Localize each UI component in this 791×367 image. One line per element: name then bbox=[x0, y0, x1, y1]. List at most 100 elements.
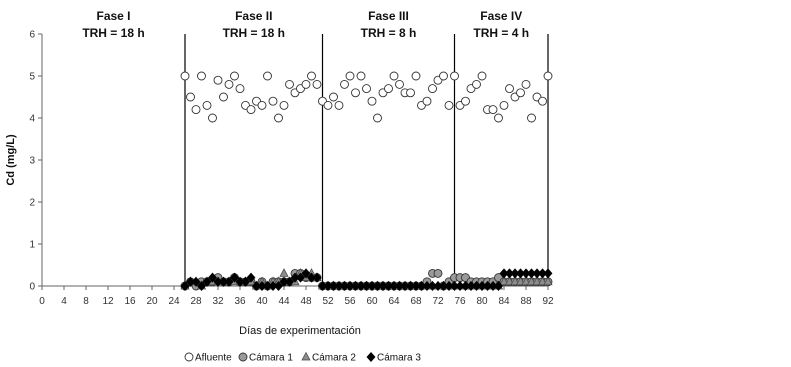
data-point bbox=[362, 84, 371, 94]
data-point bbox=[191, 105, 201, 115]
legend-label: Cámara 3 bbox=[377, 353, 421, 364]
legend-marker bbox=[366, 351, 376, 363]
data-point bbox=[373, 113, 382, 123]
data-point bbox=[345, 71, 355, 81]
x-tick-label: 56 bbox=[344, 296, 356, 307]
data-point bbox=[224, 276, 234, 287]
x-tick-label: 72 bbox=[432, 296, 444, 307]
legend-marker bbox=[301, 351, 311, 361]
data-point bbox=[285, 276, 294, 287]
data-point bbox=[543, 71, 553, 81]
data-point bbox=[301, 268, 311, 279]
data-point bbox=[268, 96, 278, 106]
series-4 bbox=[180, 268, 553, 292]
data-point bbox=[504, 276, 515, 286]
data-point bbox=[510, 276, 520, 286]
x-tick-label: 88 bbox=[520, 296, 532, 307]
data-point bbox=[191, 276, 201, 287]
data-point bbox=[230, 272, 239, 283]
y-tick-label: 5 bbox=[29, 72, 35, 83]
y-tick-label: 4 bbox=[29, 114, 35, 125]
data-point bbox=[312, 79, 322, 89]
x-tick-label: 92 bbox=[542, 296, 554, 307]
y-tick-label: 1 bbox=[29, 240, 35, 251]
data-point bbox=[307, 71, 316, 81]
data-point bbox=[488, 105, 498, 115]
x-tick-label: 64 bbox=[388, 296, 400, 307]
data-point bbox=[406, 88, 415, 98]
data-point bbox=[450, 71, 459, 81]
data-point bbox=[532, 276, 542, 286]
data-point bbox=[334, 100, 344, 110]
y-tick-label: 0 bbox=[29, 282, 35, 293]
data-point bbox=[444, 100, 454, 110]
data-point bbox=[505, 84, 514, 94]
data-point bbox=[538, 96, 547, 106]
x-tick-label: 68 bbox=[410, 296, 422, 307]
x-tick-label: 60 bbox=[366, 296, 378, 307]
x-tick-label: 12 bbox=[102, 296, 114, 307]
data-point bbox=[515, 276, 526, 286]
data-point bbox=[499, 276, 509, 286]
y-tick-label: 6 bbox=[29, 30, 35, 41]
legend-label: Cámara 2 bbox=[312, 353, 356, 364]
data-point bbox=[213, 75, 223, 85]
series-1 bbox=[180, 71, 553, 123]
data-point bbox=[197, 71, 206, 81]
data-point bbox=[246, 105, 256, 115]
data-point bbox=[543, 268, 553, 279]
legend-marker bbox=[238, 352, 248, 362]
phase-trh: TRH = 4 h bbox=[473, 26, 529, 40]
data-point bbox=[180, 280, 190, 292]
data-point bbox=[312, 272, 322, 283]
data-point bbox=[428, 84, 437, 94]
legend: Afluente Cámara 1 Cámara 2 Cámara 3 bbox=[184, 351, 421, 364]
y-tick-label: 3 bbox=[29, 156, 35, 167]
data-point bbox=[433, 268, 443, 278]
data-point bbox=[274, 113, 283, 123]
x-tick-label: 24 bbox=[168, 296, 180, 307]
phase-name: Fase II bbox=[235, 9, 272, 23]
data-point bbox=[411, 71, 421, 81]
data-point bbox=[246, 272, 256, 283]
data-point bbox=[356, 71, 366, 81]
x-tick-label: 52 bbox=[322, 296, 334, 307]
x-tick-label: 80 bbox=[476, 296, 488, 307]
data-point bbox=[395, 79, 404, 89]
legend-label: Cámara 1 bbox=[249, 353, 293, 364]
data-point bbox=[422, 96, 432, 106]
data-point bbox=[521, 276, 531, 286]
data-point bbox=[296, 272, 305, 283]
phase-trh: TRH = 18 h bbox=[82, 26, 144, 40]
data-point bbox=[329, 92, 338, 102]
data-point bbox=[472, 79, 481, 89]
data-point bbox=[494, 280, 503, 292]
data-point bbox=[208, 272, 217, 283]
data-point bbox=[340, 79, 349, 89]
data-point bbox=[537, 276, 548, 286]
data-point bbox=[516, 88, 525, 98]
data-point bbox=[351, 88, 360, 98]
phase-name: Fase IV bbox=[480, 9, 522, 23]
data-point bbox=[285, 79, 294, 89]
phase-name: Fase III bbox=[368, 9, 409, 23]
x-tick-label: 8 bbox=[83, 296, 89, 307]
data-point bbox=[279, 100, 289, 110]
data-point bbox=[439, 71, 448, 81]
x-tick-label: 84 bbox=[498, 296, 510, 307]
phase-trh: TRH = 18 h bbox=[223, 26, 285, 40]
data-point bbox=[499, 100, 509, 110]
x-tick-label: 28 bbox=[190, 296, 202, 307]
data-point bbox=[301, 79, 311, 89]
data-point bbox=[186, 92, 195, 102]
data-point bbox=[521, 79, 531, 89]
data-point bbox=[527, 113, 536, 123]
data-point bbox=[274, 280, 283, 292]
data-point bbox=[180, 71, 190, 81]
data-point bbox=[197, 280, 206, 292]
data-point bbox=[526, 276, 537, 286]
data-point bbox=[384, 84, 393, 94]
data-point bbox=[208, 113, 217, 123]
